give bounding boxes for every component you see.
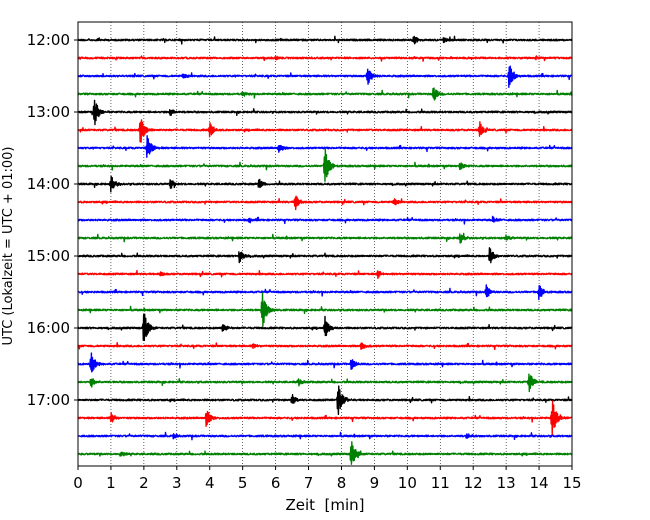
y-tick-label: 15:00	[27, 247, 70, 265]
trace-1615	[77, 342, 573, 351]
trace-1500	[77, 247, 573, 264]
x-tick-label: 7	[304, 474, 314, 492]
x-tick-label: 14	[530, 474, 549, 492]
trace-1530	[77, 284, 573, 301]
x-tick-label: 2	[139, 474, 149, 492]
y-tick-label: 12:00	[27, 31, 70, 49]
trace-1330	[77, 135, 573, 158]
trace-1700	[77, 385, 573, 416]
trace-1200	[77, 35, 573, 45]
seismogram-traces	[77, 35, 573, 465]
x-tick-label: 3	[172, 474, 182, 492]
trace-1730	[77, 431, 573, 441]
y-axis-label: UTC (Lokalzeit = UTC + 01:00)	[1, 147, 16, 346]
x-tick-label: 12	[464, 474, 483, 492]
y-tick-label: 14:00	[27, 175, 70, 193]
x-tick-label: 15	[562, 474, 581, 492]
trace-1415	[77, 195, 573, 211]
trace-1545	[77, 292, 573, 327]
x-tick-label: 1	[106, 474, 116, 492]
trace-1400	[77, 175, 573, 193]
y-axis-ticks: 12:00 13:00 14:00 15:00 16:00 17:00	[27, 31, 78, 409]
trace-1630	[77, 352, 573, 373]
trace-1215	[77, 55, 573, 62]
x-tick-label: 9	[370, 474, 380, 492]
x-tick-label: 6	[271, 474, 281, 492]
x-tick-label: 10	[398, 474, 417, 492]
trace-1430	[77, 215, 573, 225]
trace-1245	[77, 87, 573, 101]
x-tick-label: 13	[497, 474, 516, 492]
x-tick-label: 5	[238, 474, 248, 492]
y-tick-label: 13:00	[27, 103, 70, 121]
y-tick-label: 17:00	[27, 391, 70, 409]
x-tick-label: 0	[73, 474, 83, 492]
trace-1745	[77, 441, 573, 465]
trace-1600	[77, 313, 573, 342]
x-axis-ticks: 0 1 2 3 4 5 6 7 8 9 10 11 12 13 14 15	[73, 466, 582, 492]
trace-1645	[77, 373, 573, 393]
y-tick-label: 16:00	[27, 319, 70, 337]
x-axis-label: Zeit [min]	[285, 496, 364, 514]
trace-1300	[77, 99, 573, 126]
trace-1315	[77, 119, 573, 143]
trace-1230	[77, 65, 573, 88]
x-tick-label: 11	[431, 474, 450, 492]
trace-1715	[77, 400, 573, 437]
trace-1345	[77, 148, 573, 182]
x-tick-label: 8	[337, 474, 347, 492]
trace-1445	[77, 232, 573, 244]
plot-frame	[77, 21, 573, 467]
x-tick-label: 4	[205, 474, 215, 492]
trace-1515	[77, 270, 573, 279]
